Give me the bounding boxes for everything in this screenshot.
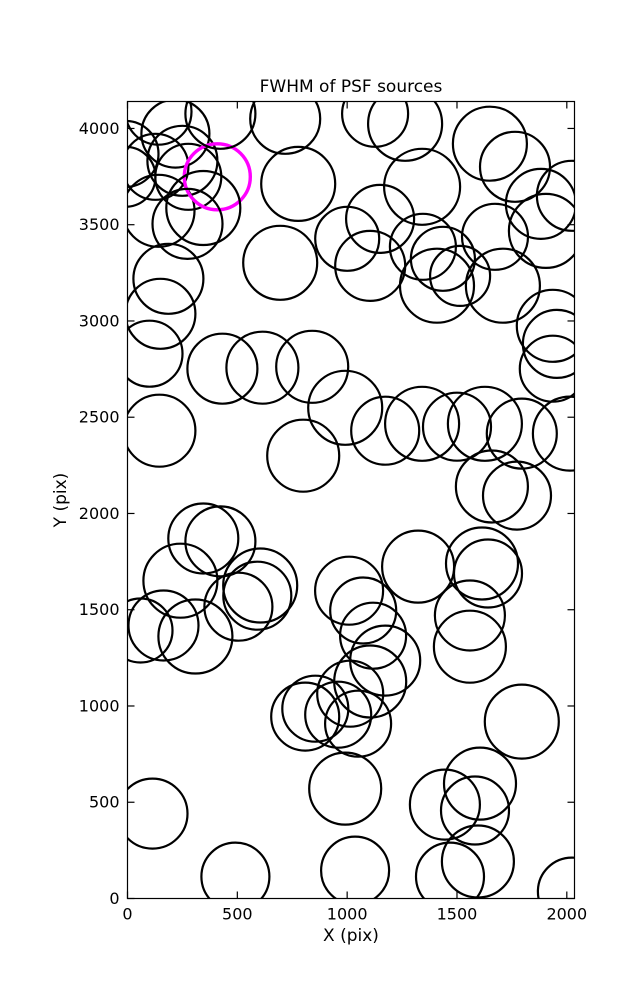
y-tick-label: 0	[109, 889, 119, 908]
axes-frame	[126, 100, 576, 900]
psf-source-marker	[203, 571, 274, 642]
psf-source-marker	[307, 369, 384, 446]
y-tick-label: 1500	[79, 600, 120, 619]
psf-source-marker	[127, 132, 190, 201]
psf-source-marker	[345, 183, 416, 254]
y-axis-label: Y (pix)	[51, 473, 71, 529]
psf-source-marker	[127, 119, 160, 188]
ticks-layer: 0 500 1000 1500 2000 0 500 1000 1500 2000 2500 3000…	[79, 101, 587, 924]
psf-source-marker	[464, 247, 541, 324]
psf-source-marker	[536, 856, 575, 899]
y-tick-label: 500	[89, 793, 120, 812]
psf-source-marker	[408, 768, 481, 841]
psf-source-marker	[485, 397, 558, 470]
psf-source-marker	[414, 841, 486, 899]
psf-source-marker	[127, 173, 196, 248]
psf-source-marker	[518, 334, 575, 403]
psf-source-marker	[504, 167, 575, 240]
psf-source-marker	[451, 105, 528, 182]
y-tick-label: 3500	[79, 215, 120, 234]
psf-source-marker	[329, 576, 398, 645]
y-tick-label: 3000	[79, 311, 120, 330]
psf-source-marker	[249, 101, 322, 155]
psf-source-marker	[433, 579, 506, 652]
data-points-layer	[127, 101, 575, 899]
psf-source-marker	[432, 609, 507, 684]
psf-source-marker	[349, 624, 422, 697]
psf-source-marker	[281, 674, 350, 743]
psf-source-marker	[270, 681, 341, 752]
psf-source-marker	[478, 130, 552, 203]
x-tick-label: 1500	[437, 905, 478, 924]
psf-source-marker	[127, 589, 200, 662]
psf-source-marker	[127, 597, 174, 664]
psf-source-marker	[446, 385, 523, 462]
psf-source-marker	[200, 841, 271, 899]
psf-source-marker	[165, 169, 242, 247]
psf-source-marker	[481, 460, 553, 531]
psf-source-marker	[350, 395, 421, 466]
psf-source-marker	[507, 192, 575, 269]
psf-source-marker	[515, 288, 575, 363]
chart-title: FWHM of PSF sources	[260, 77, 443, 97]
psf-source-marker	[222, 547, 299, 624]
psf-source-marker	[225, 330, 300, 405]
psf-source-marker	[367, 101, 444, 162]
x-tick-label: 2000	[546, 905, 587, 924]
psf-source-marker	[260, 145, 337, 222]
psf-source-marker	[127, 393, 197, 468]
psf-source-marker	[154, 142, 223, 211]
psf-source-marker	[452, 538, 524, 609]
y-tick-label: 1000	[79, 696, 120, 715]
psf-source-marker	[275, 329, 350, 404]
psf-source-marker	[383, 147, 462, 226]
psf-source-marker	[314, 555, 385, 626]
psf-source-marker	[266, 418, 341, 493]
psf-source-marker	[398, 247, 476, 324]
psf-source-marker	[140, 101, 211, 169]
psf-source-marker	[184, 101, 257, 150]
x-tick-label: 1000	[327, 905, 368, 924]
x-tick-label: 0	[122, 905, 132, 924]
psf-source-marker	[440, 824, 515, 899]
x-axis-label: X (pix)	[323, 926, 379, 946]
psf-source-marker	[222, 560, 293, 631]
psf-source-marker	[439, 775, 511, 846]
y-tick-label: 2000	[79, 504, 120, 523]
psf-source-marker	[429, 244, 492, 307]
psf-source-marker	[384, 385, 461, 462]
psf-source-marker	[151, 187, 224, 260]
psf-source-marker	[339, 601, 408, 670]
psf-source-marker	[304, 680, 373, 749]
y-tick-label: 4000	[79, 119, 120, 138]
psf-source-marker	[132, 242, 205, 315]
psf-source-marker	[186, 332, 259, 405]
psf-source-marker	[167, 502, 240, 575]
psf-source-marker	[184, 505, 257, 578]
psf-source-marker	[454, 449, 529, 524]
psf-source-marker	[142, 542, 219, 619]
psf-source-marker	[320, 835, 391, 899]
psf-source-marker	[535, 159, 575, 232]
psf-source-marker	[324, 689, 393, 758]
psf-source-marker	[531, 395, 575, 472]
psf-source-marker	[460, 202, 530, 271]
psf-source-marker	[442, 746, 518, 821]
y-tick-label: 2500	[79, 408, 120, 427]
psf-source-marker	[521, 308, 575, 379]
psf-source-marker	[127, 101, 193, 146]
psf-source-marker	[127, 777, 189, 850]
psf-source-marker	[333, 644, 408, 719]
psf-source-marker	[444, 526, 520, 601]
psf-source-marker	[242, 224, 319, 301]
psf-source-marker	[308, 751, 383, 826]
psf-source-marker	[483, 683, 560, 760]
x-tick-label: 500	[222, 905, 253, 924]
psf-source-marker	[127, 319, 184, 388]
psf-source-marker	[421, 391, 493, 462]
psf-source-marker	[127, 277, 197, 350]
psf-source-marker	[157, 598, 234, 675]
